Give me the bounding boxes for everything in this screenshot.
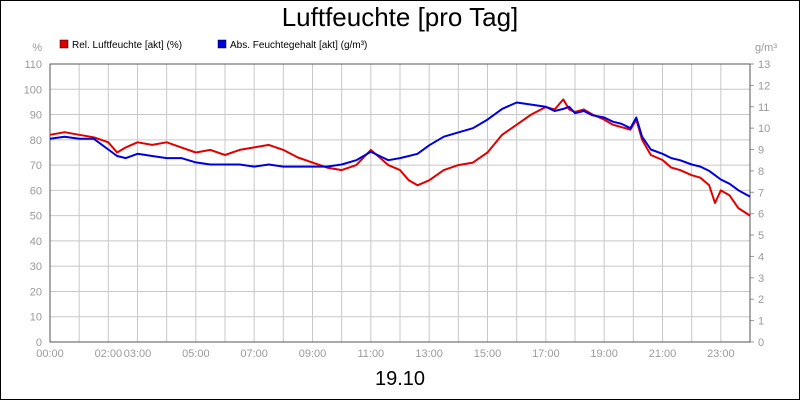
y-left-tick-label: 0 (36, 337, 42, 349)
chart-title: Luftfeuchte [pro Tag] (281, 2, 519, 32)
chart-date-label: 19.10 (374, 368, 426, 390)
y-left-tick-label: 10 (30, 312, 42, 324)
y-right-tick-label: 6 (758, 209, 764, 221)
y-left-tick-label: 100 (24, 84, 42, 96)
x-tick-label: 03:00 (124, 348, 152, 360)
y-left-tick-label: 40 (30, 236, 42, 248)
x-tick-label: 05:00 (182, 348, 210, 360)
plot-border (49, 63, 751, 343)
legend-label: Abs. Feuchtegehalt [akt] (g/m³) (230, 40, 367, 51)
y-left-tick-label: 90 (30, 110, 42, 122)
y-right-tick-label: 0 (758, 337, 764, 349)
y-left-tick-label: 80 (30, 135, 42, 147)
series-line-abs-humidity (49, 101, 751, 198)
legend-swatch (217, 39, 227, 49)
x-tick-label: 15:00 (474, 348, 502, 360)
series-line-rel-humidity (49, 98, 751, 217)
y-right-tick-label: 5 (758, 230, 764, 242)
y-right-tick-label: 9 (758, 145, 764, 157)
y-left-tick-label: 110 (24, 59, 42, 71)
x-tick-label: 02:00 (95, 348, 123, 360)
y-left-tick-label: 30 (30, 261, 42, 273)
y-left-tick-label: 60 (30, 185, 42, 197)
legend-swatch (59, 39, 69, 49)
x-tick-label: 19:00 (590, 348, 618, 360)
y-right-unit-label: g/m³ (755, 42, 777, 54)
y-left-unit-label: % (32, 42, 42, 54)
legend-label: Rel. Luftfeuchte [akt] (%) (72, 40, 182, 51)
y-right-tick-label: 2 (758, 294, 764, 306)
y-left-tick-label: 20 (30, 286, 42, 298)
y-left-tick-label: 50 (30, 211, 42, 223)
x-tick-label: 00:00 (36, 348, 64, 360)
x-tick-label: 11:00 (357, 348, 384, 360)
x-tick-label: 09:00 (299, 348, 327, 360)
x-tick-label: 07:00 (240, 348, 268, 360)
x-tick-label: 17:00 (532, 348, 560, 360)
y-left-tick-label: 70 (30, 160, 42, 172)
y-right-tick-label: 3 (758, 273, 764, 285)
y-right-tick-label: 11 (758, 102, 769, 114)
x-tick-label: 23:00 (707, 348, 735, 360)
y-right-tick-label: 8 (758, 166, 764, 178)
y-right-tick-label: 10 (758, 123, 770, 135)
y-right-tick-label: 12 (758, 80, 770, 92)
y-right-tick-label: 7 (758, 187, 764, 199)
y-right-tick-label: 1 (758, 316, 764, 328)
y-right-tick-label: 4 (758, 251, 764, 263)
x-tick-label: 21:00 (649, 348, 677, 360)
x-tick-label: 13:00 (415, 348, 443, 360)
y-right-tick-label: 13 (758, 59, 770, 71)
